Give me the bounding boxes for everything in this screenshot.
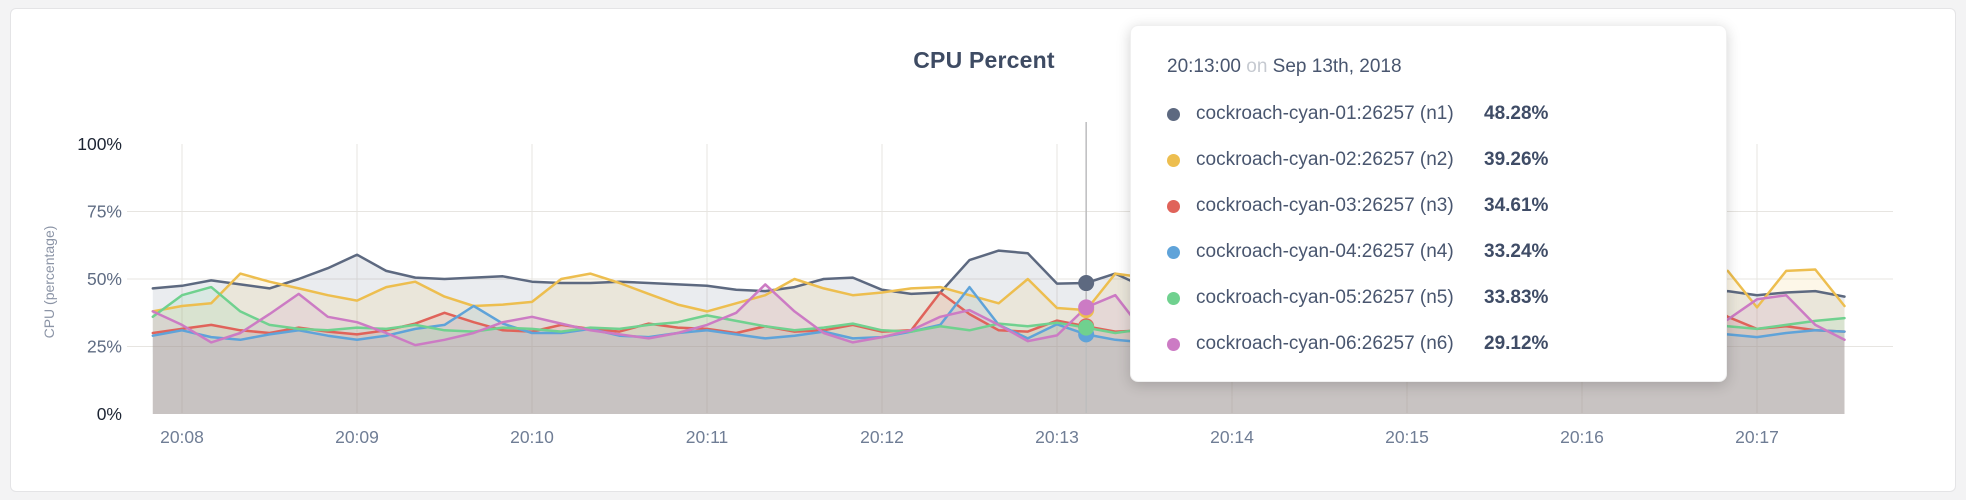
series-value: 48.28% xyxy=(1484,103,1549,124)
y-tick-label: 50% xyxy=(87,269,122,289)
series-area xyxy=(152,287,1845,414)
y-tick-label: 100% xyxy=(77,134,122,154)
x-axis-tick-labels: 20:08 20:09 20:10 20:11 20:12 20:13 20:14 20:15… xyxy=(160,427,1779,447)
tooltip-on-word: on xyxy=(1246,56,1268,77)
y-tick-label: 25% xyxy=(87,337,122,357)
tooltip-row: cockroach-cyan-02:26257 (n2) 39.26% xyxy=(1167,137,1690,183)
series-color-dot-icon xyxy=(1167,107,1180,121)
series-value: 33.83% xyxy=(1484,287,1549,308)
series-value: 29.12% xyxy=(1484,333,1549,354)
series-label: cockroach-cyan-05:26257 (n5) xyxy=(1196,287,1454,308)
tooltip-row: cockroach-cyan-04:26257 (n4) 33.24% xyxy=(1167,229,1690,275)
y-axis-tick-labels: 0% 25% 50% 75% 100% xyxy=(77,134,122,424)
tooltip-rows: cockroach-cyan-01:26257 (n1) 48.28% cockro… xyxy=(1167,91,1690,367)
x-tick-label: 20:10 xyxy=(510,427,554,447)
x-tick-label: 20:12 xyxy=(860,427,904,447)
tooltip-date: Sep 13th, 2018 xyxy=(1272,56,1402,77)
x-tick-label: 20:11 xyxy=(686,427,729,447)
series-color-dot-icon xyxy=(1167,245,1180,259)
hover-dot-icon xyxy=(1078,275,1095,292)
x-tick-label: 20:14 xyxy=(1210,427,1254,447)
series-color-dot-icon xyxy=(1167,337,1180,351)
tooltip-time: 20:13:00 xyxy=(1167,56,1241,77)
x-tick-label: 20:15 xyxy=(1385,427,1429,447)
series-label: cockroach-cyan-02:26257 (n2) xyxy=(1196,149,1454,170)
series-color-dot-icon xyxy=(1167,291,1180,305)
chart-tooltip: 20:13:00 on Sep 13th, 2018 cockroach-cya… xyxy=(1130,25,1727,382)
series-label: cockroach-cyan-01:26257 (n1) xyxy=(1196,103,1454,124)
series-label: cockroach-cyan-03:26257 (n3) xyxy=(1196,195,1454,216)
series-value: 33.24% xyxy=(1484,241,1549,262)
tooltip-row: cockroach-cyan-06:26257 (n6) 29.12% xyxy=(1167,321,1690,367)
x-tick-label: 20:17 xyxy=(1735,427,1779,447)
y-tick-label: 75% xyxy=(87,202,122,222)
x-tick-label: 20:13 xyxy=(1035,427,1079,447)
series-label: cockroach-cyan-04:26257 (n4) xyxy=(1196,241,1454,262)
series-value: 34.61% xyxy=(1484,195,1549,216)
x-tick-label: 20:08 xyxy=(160,427,204,447)
series-value: 39.26% xyxy=(1484,149,1549,170)
hover-dot-icon xyxy=(1078,319,1095,336)
series-color-dot-icon xyxy=(1167,199,1180,213)
tooltip-header: 20:13:00 on Sep 13th, 2018 xyxy=(1167,52,1690,82)
hover-dot-icon xyxy=(1078,299,1095,316)
chart-title: CPU Percent xyxy=(913,47,1055,73)
x-tick-label: 20:16 xyxy=(1560,427,1604,447)
x-tick-label: 20:09 xyxy=(335,427,379,447)
series-area xyxy=(152,292,1845,414)
tooltip-row: cockroach-cyan-05:26257 (n5) 33.83% xyxy=(1167,275,1690,321)
series-color-dot-icon xyxy=(1167,153,1180,167)
series-label: cockroach-cyan-06:26257 (n6) xyxy=(1196,333,1454,354)
tooltip-row: cockroach-cyan-03:26257 (n3) 34.61% xyxy=(1167,183,1690,229)
tooltip-row: cockroach-cyan-01:26257 (n1) 48.28% xyxy=(1167,91,1690,137)
y-tick-label: 0% xyxy=(97,404,122,424)
hover-dots xyxy=(1078,275,1095,343)
